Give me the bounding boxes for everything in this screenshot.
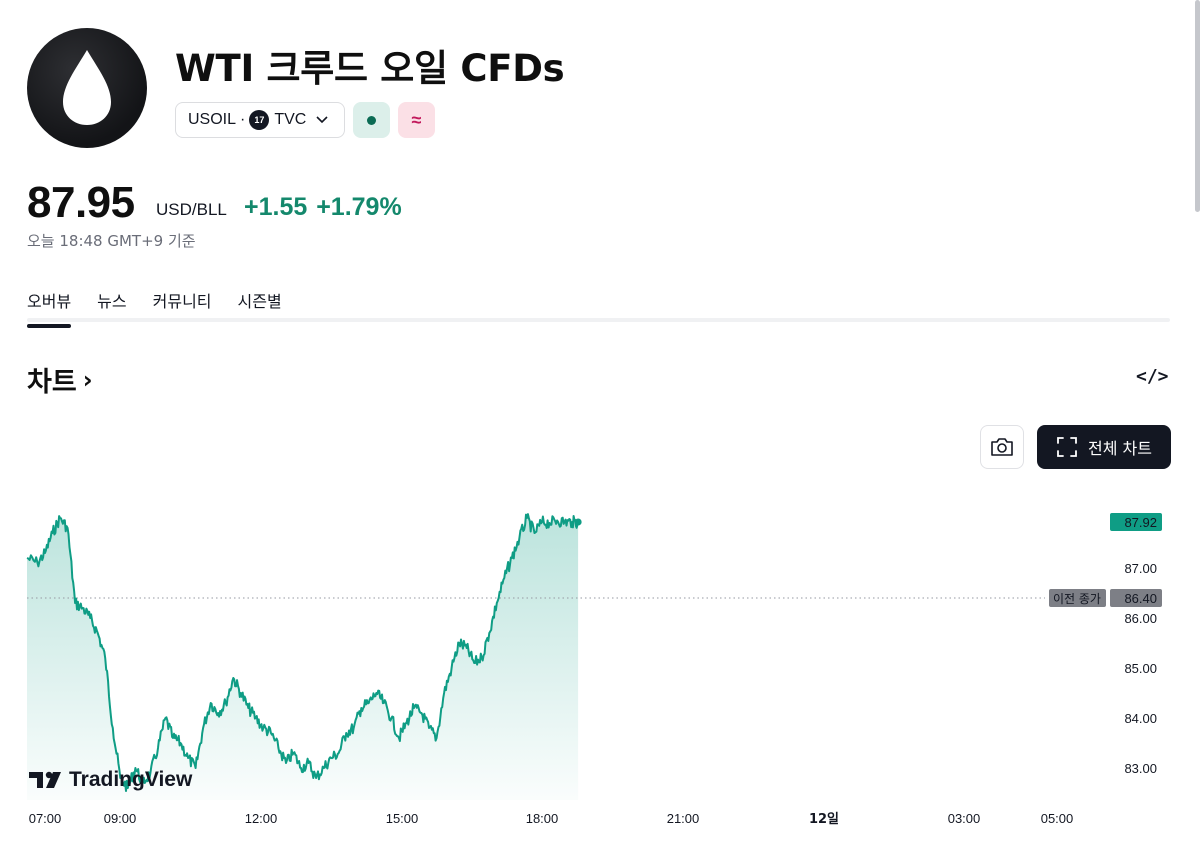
chevron-right-icon: › xyxy=(82,365,93,394)
tab-news[interactable]: 뉴스 xyxy=(97,292,127,311)
x-tick-label: 09:00 xyxy=(104,811,137,826)
prev-close-value-tag xyxy=(1110,589,1162,607)
x-tick-label: 12일 xyxy=(809,812,839,827)
snapshot-button[interactable] xyxy=(980,425,1024,469)
last-price-dot xyxy=(574,518,582,526)
price-currency: USD/BLL xyxy=(156,200,227,219)
page-scrollbar[interactable] xyxy=(1195,0,1200,212)
oil-drop-icon xyxy=(63,50,111,125)
prev-close-value-label: 86.40 xyxy=(1124,591,1157,606)
tradingview-brand-text: TradingView xyxy=(69,768,193,791)
tab-seasonals[interactable]: 시즌별 xyxy=(237,292,282,311)
oil-drop-logo xyxy=(27,28,147,148)
delayed-data-badge[interactable]: ≈ xyxy=(398,102,435,138)
price-area-fill xyxy=(27,514,579,800)
y-tick-label: 84.00 xyxy=(1124,711,1157,726)
embed-code-icon[interactable]: </> xyxy=(1136,366,1169,387)
price-change: +1.55 +1.79% xyxy=(244,193,402,221)
symbol-separator: · xyxy=(240,111,246,128)
symbol-label: USOIL xyxy=(188,111,237,128)
x-tick-label: 21:00 xyxy=(667,811,700,826)
chart-section-title: 차트 xyxy=(27,367,77,398)
last-price: 87.95 xyxy=(27,178,135,227)
last-price-tag-label: 87.92 xyxy=(1124,515,1157,530)
tab-overview[interactable]: 오버뷰 xyxy=(27,288,72,328)
camera-icon xyxy=(991,438,1013,456)
x-tick-label: 12:00 xyxy=(245,811,278,826)
full-chart-button[interactable]: 전체 차트 xyxy=(1037,425,1171,469)
tab-bar: 오버뷰 뉴스 커뮤니티 시즌별 xyxy=(27,288,308,328)
y-tick-label: 86.00 xyxy=(1124,611,1157,626)
chevron-down-icon xyxy=(316,116,328,124)
tab-community[interactable]: 커뮤니티 xyxy=(152,292,212,311)
price-chart[interactable]: 83.00 84.00 85.00 86.00 87.00 87.92 이전 종가 86.40… xyxy=(0,470,1200,851)
fullscreen-icon xyxy=(1057,437,1077,457)
x-tick-label: 15:00 xyxy=(386,811,419,826)
quote-timestamp: 오늘 18:48 GMT+9 기준 xyxy=(27,232,196,250)
prev-close-label-text: 이전 종가 xyxy=(1053,592,1101,606)
market-open-dot-icon xyxy=(367,115,376,125)
exchange-badge-icon: 17 xyxy=(249,110,270,130)
tabs-divider xyxy=(27,318,1170,322)
x-tick-label: 03:00 xyxy=(948,811,981,826)
instrument-title: WTI 크루드 오일 CFDs xyxy=(175,47,565,90)
x-tick-label: 05:00 xyxy=(1041,811,1074,826)
exchange-label: TVC xyxy=(274,111,307,128)
tradingview-logo-icon xyxy=(29,771,61,788)
y-tick-label: 87.00 xyxy=(1124,561,1157,576)
chart-section-link[interactable]: 차트 › xyxy=(27,360,93,399)
market-open-status[interactable] xyxy=(353,102,390,138)
symbol-selector[interactable]: USOIL · 17 TVC xyxy=(175,102,345,138)
y-tick-label: 83.00 xyxy=(1124,761,1157,776)
last-price-tag xyxy=(1110,513,1162,531)
prev-close-label-tag xyxy=(1049,589,1106,607)
tradingview-logo[interactable]: TradingView xyxy=(29,768,192,792)
y-tick-label: 85.00 xyxy=(1124,661,1157,676)
delayed-icon: ≈ xyxy=(411,109,422,130)
price-line xyxy=(26,513,580,792)
x-tick-label: 07:00 xyxy=(29,811,62,826)
x-tick-label: 18:00 xyxy=(526,811,559,826)
full-chart-label: 전체 차트 xyxy=(1088,439,1152,458)
